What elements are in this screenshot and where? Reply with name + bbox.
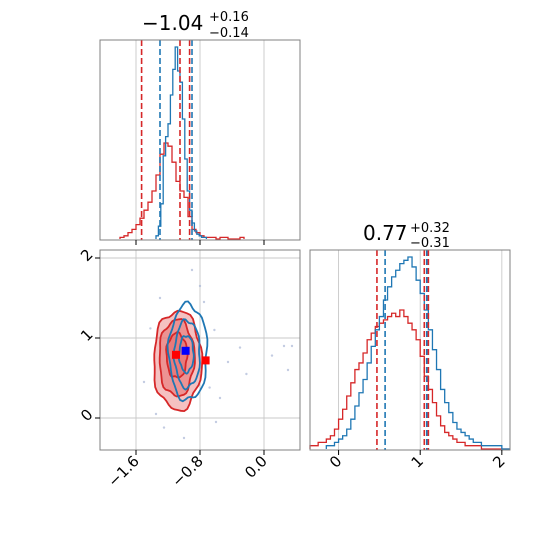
- scatter-point-10: [142, 380, 146, 384]
- param1-title-minus: −0.14: [209, 26, 249, 41]
- param1-hist-blue: [155, 46, 208, 239]
- scatter-point-14: [286, 368, 290, 372]
- scatter-point-13: [202, 300, 206, 304]
- joint-y-ticklabel-1: 1: [77, 325, 96, 344]
- param2-ticklabel-0: 0: [326, 452, 345, 471]
- scatter-point-16: [158, 296, 162, 300]
- joint-x-ticklabel-0: −1.6: [104, 452, 142, 490]
- scatter-point-7: [245, 372, 248, 376]
- scatter-point-1: [154, 412, 158, 416]
- joint-x-ticklabel-1: −0.8: [168, 452, 206, 490]
- param2-ticklabel-1: 1: [408, 452, 427, 471]
- param1-title-value: −1.04: [142, 11, 203, 35]
- scatter-point-15: [226, 360, 230, 364]
- param1-title-plus: +0.16: [209, 10, 249, 25]
- scatter-point-3: [208, 386, 211, 389]
- param2-title-plus: +0.32: [410, 221, 450, 236]
- blue-marker: [181, 346, 190, 355]
- scatter-point-2: [162, 426, 166, 429]
- red-marker-a: [172, 350, 180, 359]
- scatter-point-6: [238, 346, 242, 349]
- scatter-point-0: [149, 327, 152, 330]
- red-marker-b: [201, 356, 210, 365]
- param1-hist-red: [119, 142, 245, 240]
- scatter-point-17: [190, 268, 194, 272]
- param2-title-minus: −0.31: [410, 236, 450, 251]
- scatter-point-12: [182, 436, 186, 440]
- joint-x-ticklabel-2: 0.0: [241, 452, 271, 482]
- joint-y-ticklabel-2: 2: [77, 245, 96, 264]
- joint-y-ticklabel-0: 0: [77, 405, 96, 424]
- param1-histogram-axes: [99, 39, 301, 245]
- scatter-point-19: [214, 420, 218, 424]
- scatter-point-18: [290, 344, 294, 348]
- param2-ticklabel-2: 2: [489, 452, 508, 471]
- scatter-point-5: [218, 396, 222, 400]
- param2-histogram-axes: 0 1 2: [309, 249, 511, 472]
- scatter-point-8: [270, 354, 274, 357]
- param2-title: 0.77 +0.32 −0.31: [363, 221, 450, 251]
- param2-title-value: 0.77: [363, 221, 408, 245]
- param2-hist-blue: [325, 256, 510, 450]
- blue-contour-0: [166, 300, 209, 403]
- scatter-point-4: [213, 328, 216, 332]
- joint-contour-axes: −1.6 −0.8 0.0 0 1 2: [77, 245, 301, 491]
- scatter-point-11: [198, 284, 202, 288]
- param2-hist-red: [309, 309, 510, 450]
- scatter-point-9: [282, 344, 286, 348]
- param1-title: −1.04 +0.16 −0.14: [142, 10, 249, 41]
- param2-frame: [309, 249, 511, 451]
